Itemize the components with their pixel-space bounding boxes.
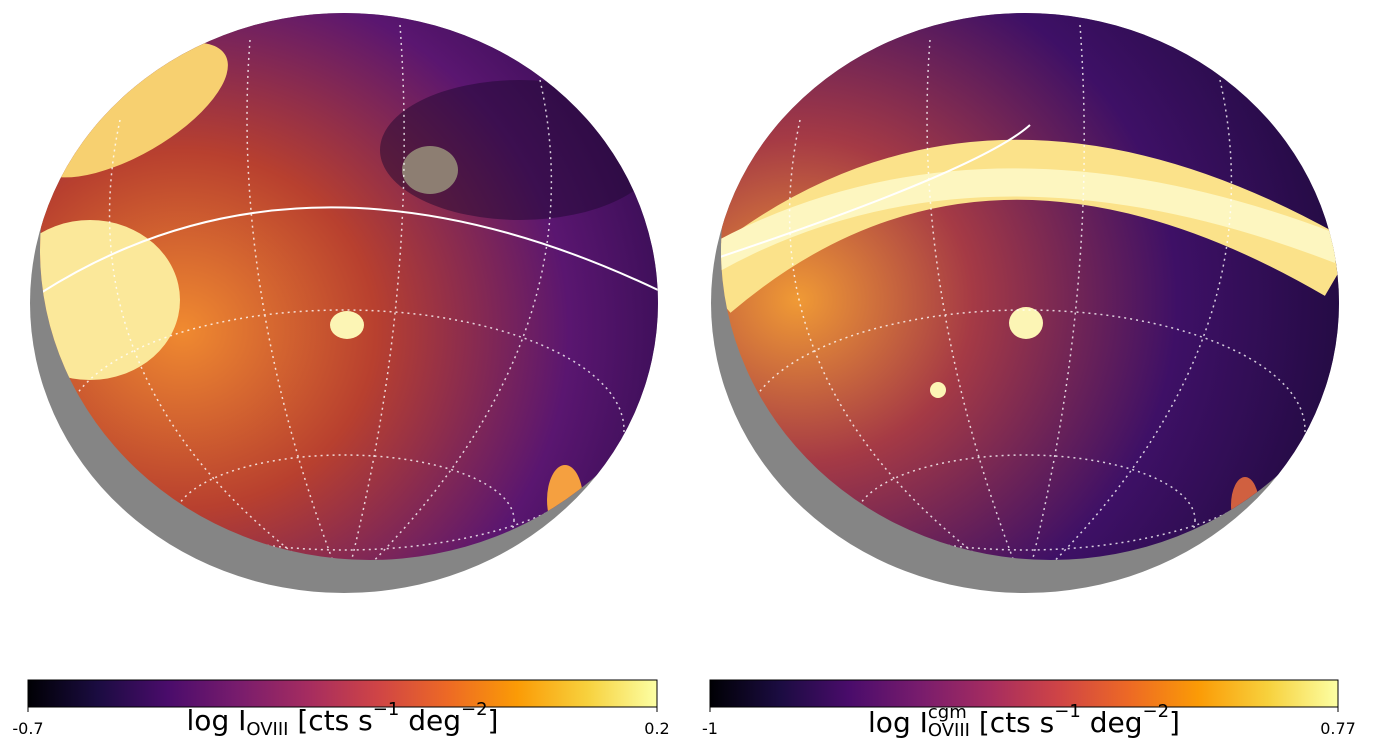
colorbar-tick-label: 0.77	[1320, 719, 1356, 738]
bright-spot	[547, 465, 583, 535]
bright-spot	[1009, 307, 1043, 339]
label-part: ]	[1169, 706, 1180, 739]
bright-spot	[930, 382, 946, 398]
dark-region	[380, 80, 660, 220]
figure: -0.7 0.2 -1 0.77	[0, 0, 1387, 751]
map-fill	[700, 0, 1350, 600]
colorbar	[710, 680, 1338, 707]
colorbar-tick-label: -0.7	[12, 719, 43, 738]
label-part: −1	[373, 699, 400, 720]
label-part: log I	[868, 706, 928, 739]
label-part: ]	[488, 704, 499, 737]
bright-spot	[330, 311, 364, 339]
label-part: deg	[399, 704, 461, 737]
label-part: [cts s	[970, 706, 1054, 739]
label-part: −1	[1054, 701, 1081, 722]
label-part: −2	[1142, 701, 1169, 722]
colorbar-tick-label: -1	[702, 719, 718, 738]
colorbar	[28, 680, 657, 707]
label-part: log I	[187, 704, 247, 737]
bright-region	[0, 220, 180, 380]
page: -0.70.2-10.77 (() => { const data = JSON…	[0, 0, 1387, 751]
sky-map-left	[0, 0, 670, 602]
label-part: [cts s	[288, 704, 372, 737]
label-part: OVIII	[928, 722, 970, 740]
label-part: deg	[1081, 706, 1143, 739]
label-part: OVIII	[246, 719, 288, 740]
colorbar-tick-label: 0.2	[644, 719, 669, 738]
sky-map-right	[700, 0, 1350, 600]
label-part: −2	[461, 699, 488, 720]
